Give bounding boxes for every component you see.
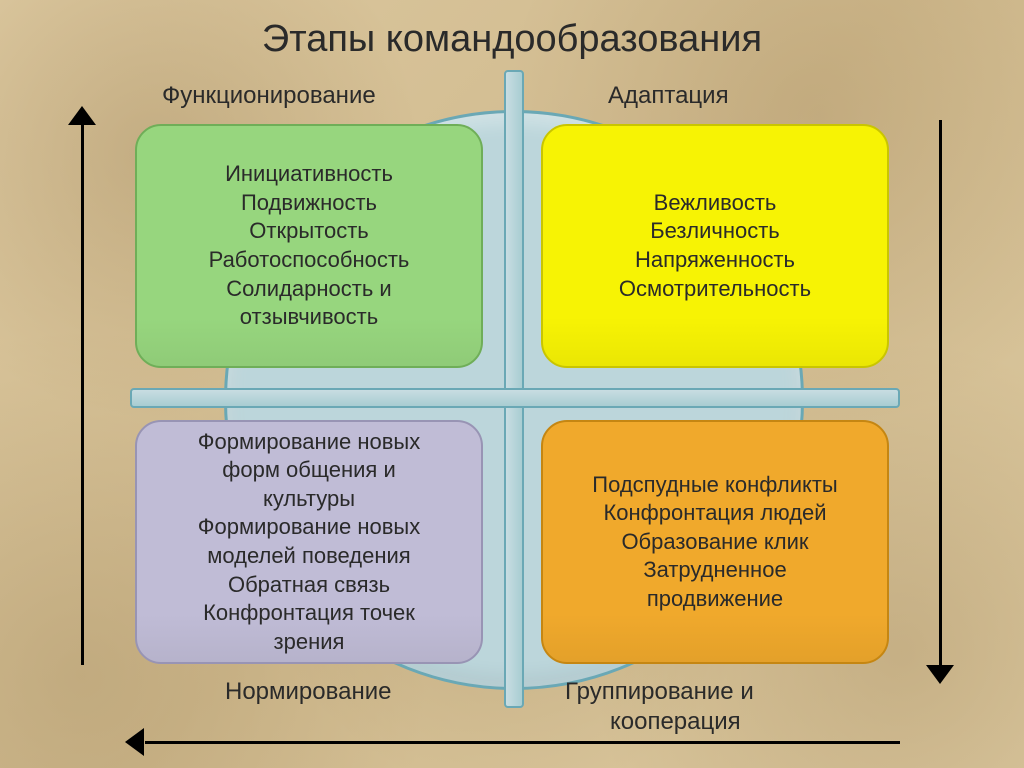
card-text-line: продвижение (553, 585, 877, 614)
card-functioning: ИнициативностьПодвижностьОткрытостьРабот… (135, 124, 483, 368)
card-adaptation: ВежливостьБезличностьНапряженностьОсмотр… (541, 124, 889, 368)
card-text-line: Конфронтация точек (147, 599, 471, 628)
arrow-bottom-left-head (125, 728, 144, 756)
card-text-line: форм общения и (147, 456, 471, 485)
arrow-right-down-head (926, 665, 954, 684)
card-text-line: Вежливость (553, 189, 877, 218)
horizontal-bar (130, 388, 900, 408)
card-text-line: Подвижность (147, 189, 471, 218)
card-text-line: отзывчивость (147, 303, 471, 332)
card-text-line: Формирование новых (147, 513, 471, 542)
card-text-line: Затрудненное (553, 556, 877, 585)
card-text-line: Работоспособность (147, 246, 471, 275)
stage-label-adaptation: Адаптация (608, 82, 729, 110)
stage-label-grouping-l2: кооперация (610, 708, 741, 736)
card-text-line: Образование клик (553, 528, 877, 557)
card-text-line: Инициативность (147, 160, 471, 189)
card-norming: Формирование новыхформ общения икультуры… (135, 420, 483, 664)
arrow-left-up (81, 120, 84, 665)
card-text-line: Напряженность (553, 246, 877, 275)
arrow-bottom-left (145, 741, 900, 744)
arrow-left-up-head (68, 106, 96, 125)
stage-label-grouping-l1: Группирование и (565, 678, 754, 706)
stage-label-norming: Нормирование (225, 678, 391, 706)
card-text-line: моделей поведения (147, 542, 471, 571)
card-grouping: Подспудные конфликтыКонфронтация людейОб… (541, 420, 889, 664)
card-text-line: Обратная связь (147, 571, 471, 600)
card-text-line: Конфронтация людей (553, 499, 877, 528)
card-text-line: Открытость (147, 217, 471, 246)
card-text-line: зрения (147, 628, 471, 657)
card-text-line: Безличность (553, 217, 877, 246)
stage-label-functioning: Функционирование (162, 82, 376, 110)
page-title: Этапы командообразования (0, 18, 1024, 61)
card-text-line: культуры (147, 485, 471, 514)
arrow-right-down (939, 120, 942, 665)
card-text-line: Осмотрительность (553, 275, 877, 304)
card-text-line: Формирование новых (147, 428, 471, 457)
card-text-line: Солидарность и (147, 275, 471, 304)
card-text-line: Подспудные конфликты (553, 471, 877, 500)
